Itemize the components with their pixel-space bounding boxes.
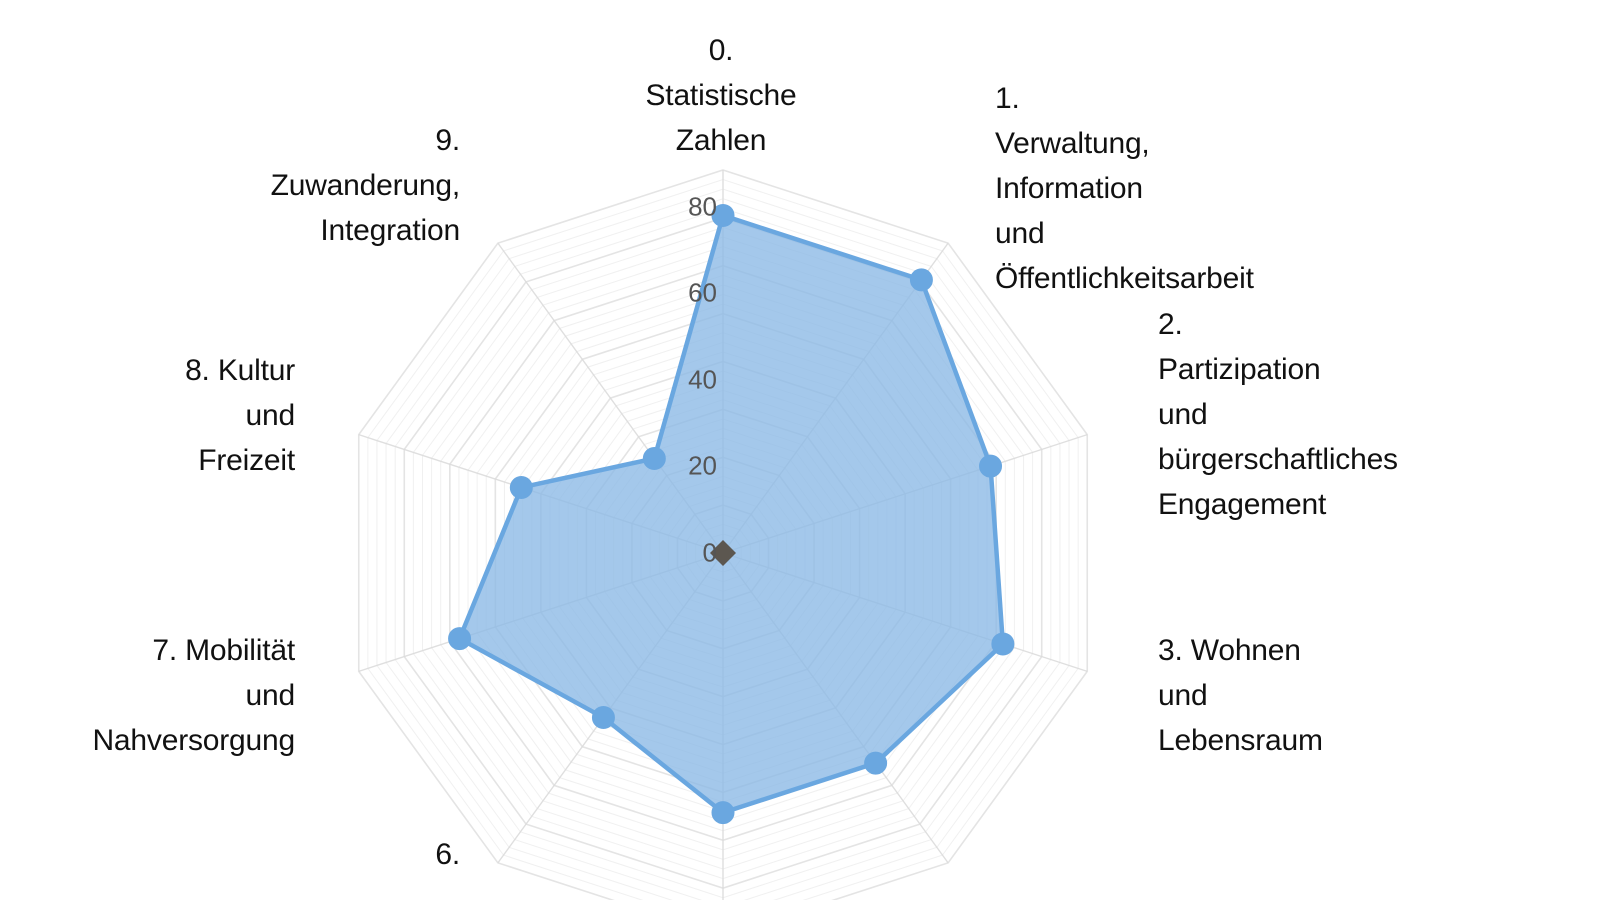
axis-label-1: 1. Verwaltung, Information und Öffentlic… <box>995 82 1254 295</box>
radial-tick-40: 40 <box>688 364 717 395</box>
axis-label-8: 8. Kultur und Freizeit <box>185 354 295 477</box>
axis-label-0: 0. Statistische Zahlen <box>645 34 797 157</box>
axis-label-6: 6. <box>435 838 460 871</box>
axis-label-9: 9. Zuwanderung, Integration <box>270 124 461 247</box>
radial-tick-0: 0 <box>702 537 717 568</box>
axis-label-7: 7. Mobilität und Nahversorgung <box>92 634 295 757</box>
radial-tick-80: 80 <box>688 191 717 222</box>
axis-label-3: 3. Wohnen und Lebensraum <box>1158 634 1323 757</box>
axis-label-2: 2. Partizipation und bürgerschaftliches … <box>1158 308 1398 521</box>
radial-tick-60: 60 <box>688 277 717 308</box>
radial-tick-20: 20 <box>688 450 717 481</box>
